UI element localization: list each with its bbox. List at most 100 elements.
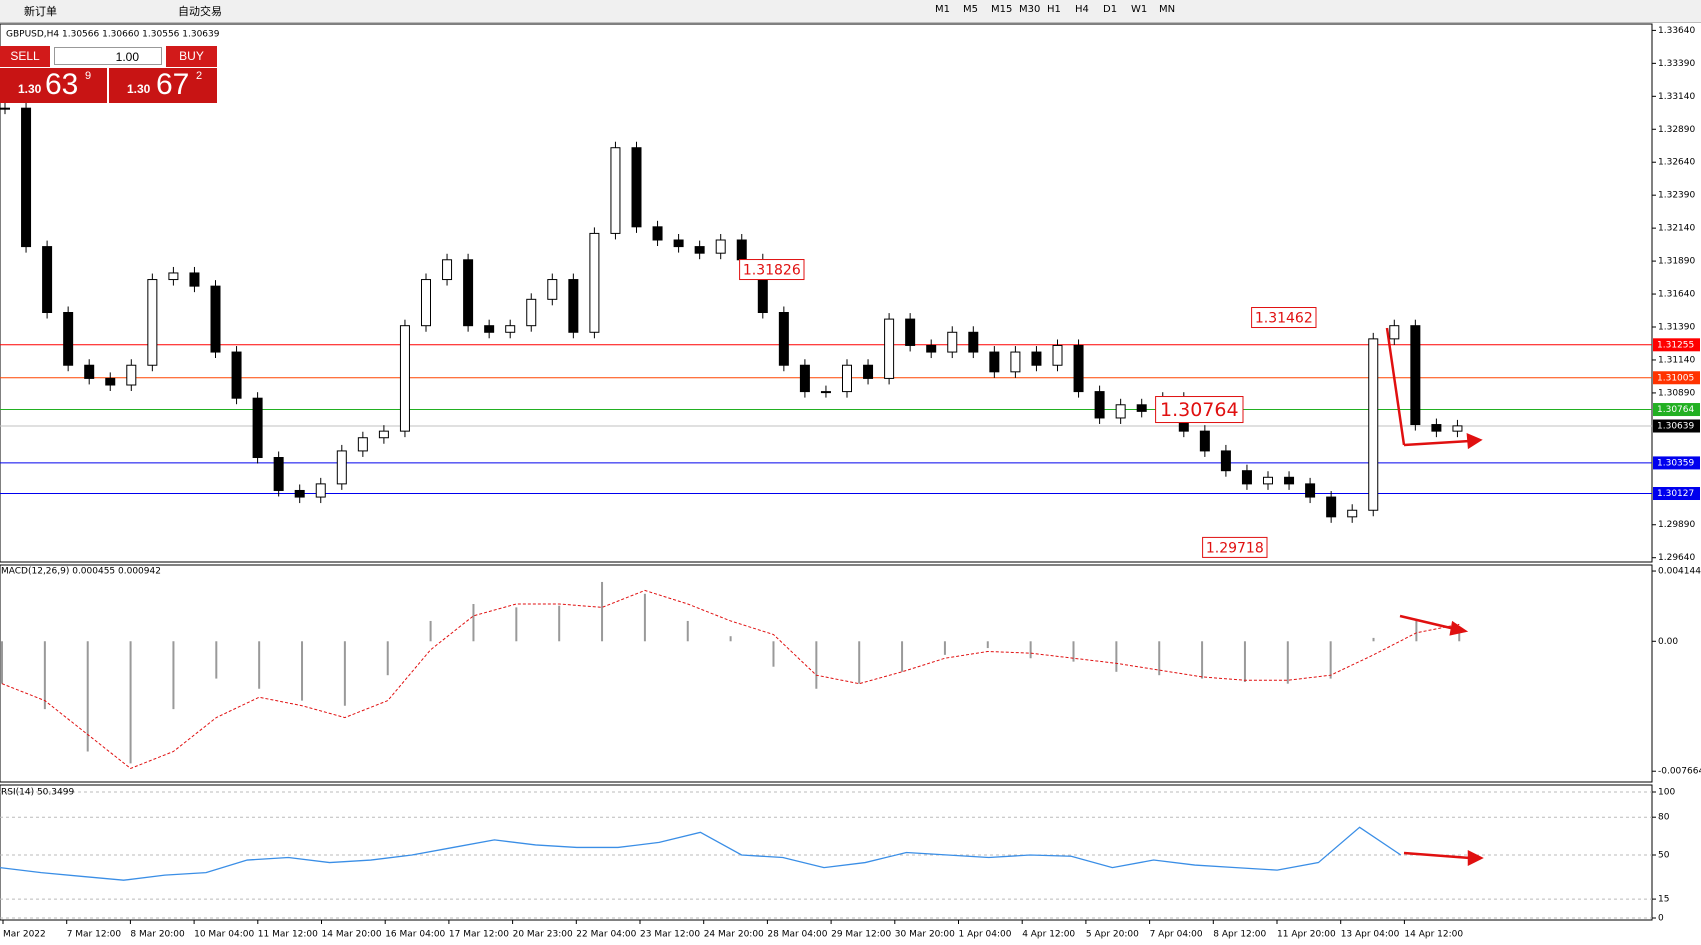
y-tick-label: 1.32890 [1658, 125, 1695, 135]
auto-trading-button[interactable]: 自动交易 [178, 5, 222, 18]
annotation: 1.30764 [1160, 399, 1239, 421]
arrow-head [1467, 849, 1484, 867]
candle [1010, 351, 1021, 373]
candle [589, 232, 600, 333]
candle [147, 279, 158, 366]
candle [1220, 450, 1231, 472]
timeframe-button[interactable]: M5 [963, 4, 978, 15]
x-tick-label: Mar 2022 [3, 930, 46, 940]
y-tick-label: 1.31140 [1658, 355, 1695, 365]
x-tick-label: 14 Apr 12:00 [1404, 930, 1463, 940]
candle [168, 272, 179, 281]
candle [652, 226, 663, 241]
candle [799, 364, 810, 393]
candle [673, 239, 684, 248]
x-tick-label: 20 Mar 23:00 [513, 930, 573, 940]
y-tick-label: 0.004144 [1658, 567, 1701, 577]
arrow-head [1449, 620, 1469, 636]
arrow-head [1466, 433, 1483, 450]
arrow [1403, 439, 1471, 447]
candle [947, 331, 958, 353]
buy-button[interactable]: BUY [166, 46, 217, 67]
x-tick-label: 7 Apr 04:00 [1150, 930, 1203, 940]
annotation: 1.29718 [1206, 540, 1264, 556]
candle [1347, 509, 1358, 518]
y-tick-label: 1.30890 [1658, 388, 1695, 398]
timeframe-button[interactable]: D1 [1103, 4, 1118, 15]
y-tick-label: 1.31890 [1658, 257, 1695, 267]
candle [273, 457, 284, 491]
candle [63, 312, 74, 366]
candle [1368, 338, 1379, 511]
candle [1073, 344, 1084, 393]
arrows [1385, 327, 1484, 867]
new-order-button[interactable]: 新订单 [24, 5, 57, 18]
candle [189, 272, 200, 287]
macd-title: MACD(12,26,9) 0.000455 0.000942 [1, 567, 161, 577]
candle [484, 325, 495, 333]
x-tick-label: 5 Apr 20:00 [1086, 930, 1139, 940]
toolbar: 新订单 自动交易 M1 M5 M15 M30 H1 H4 D1 W1 MN [0, 0, 1701, 23]
ask-prefix: 1.30 [127, 82, 151, 96]
bid-big: 63 [45, 68, 79, 101]
x-tick-label: 24 Mar 20:00 [704, 930, 764, 940]
x-tick-label: 22 Mar 04:00 [576, 930, 636, 940]
price-label-box [1653, 338, 1700, 352]
lot-input[interactable]: 1.00 [54, 47, 162, 65]
candle [778, 312, 789, 366]
candle [1094, 391, 1105, 419]
price-label: 1.31005 [1657, 373, 1694, 383]
bid-box[interactable]: 1.30 63 9 [0, 68, 107, 103]
bid-small: 9 [85, 70, 92, 82]
timeframe-button[interactable]: H1 [1047, 4, 1061, 15]
timeframe-button[interactable]: H4 [1075, 4, 1089, 15]
sell-button[interactable]: SELL [0, 46, 50, 67]
candle [294, 489, 305, 498]
price-label-box [1653, 371, 1700, 385]
candle [1136, 404, 1147, 412]
arrow [1403, 851, 1471, 860]
y-tick-label: 1.32140 [1658, 224, 1695, 234]
candle [1241, 470, 1252, 485]
timeframe-button[interactable]: MN [1159, 4, 1176, 15]
x-tick-label: 14 Mar 20:00 [322, 930, 382, 940]
y-tick-label: 0 [1658, 914, 1664, 924]
x-tick-label: 11 Apr 20:00 [1277, 930, 1336, 940]
arrow [1399, 614, 1456, 631]
candle [526, 298, 537, 327]
x-tick-label: 13 Apr 04:00 [1341, 930, 1400, 940]
macd-panel [0, 564, 1653, 783]
timeframe-button[interactable]: M15 [991, 4, 1013, 15]
x-tick-label: 17 Mar 12:00 [449, 930, 509, 940]
y-tick-label: 100 [1658, 788, 1675, 798]
price-label: 1.30639 [1657, 422, 1694, 432]
timeframe-button[interactable]: M30 [1019, 4, 1041, 15]
candle [715, 239, 726, 254]
annotation: 1.31826 [743, 263, 801, 279]
candle [442, 259, 453, 281]
y-tick-label: 80 [1658, 813, 1670, 823]
price-label: 1.30127 [1657, 489, 1694, 499]
candle [968, 331, 979, 353]
timeframe-button[interactable]: W1 [1131, 4, 1148, 15]
candle [694, 246, 705, 254]
candle [1052, 344, 1063, 366]
candle [21, 107, 32, 248]
candle [1199, 430, 1210, 452]
candle [863, 364, 874, 379]
marks: 1.33640 1.33390 1.33140 1.32890 1.32640 1.323… [0, 26, 1701, 940]
y-tick-label: 1.32390 [1658, 191, 1695, 201]
candle [842, 364, 852, 393]
ask-box[interactable]: 1.30 67 2 [109, 68, 217, 103]
timeframe-button[interactable]: M1 [935, 4, 950, 15]
x-tick-label: 11 Mar 12:00 [258, 930, 318, 940]
x-tick-label: 10 Mar 04:00 [194, 930, 254, 940]
candle [884, 318, 895, 379]
candle [736, 239, 747, 261]
y-tick-label: 1.32640 [1658, 158, 1695, 168]
candle [1263, 476, 1273, 485]
bid-prefix: 1.30 [18, 82, 42, 96]
candle [1410, 325, 1421, 426]
